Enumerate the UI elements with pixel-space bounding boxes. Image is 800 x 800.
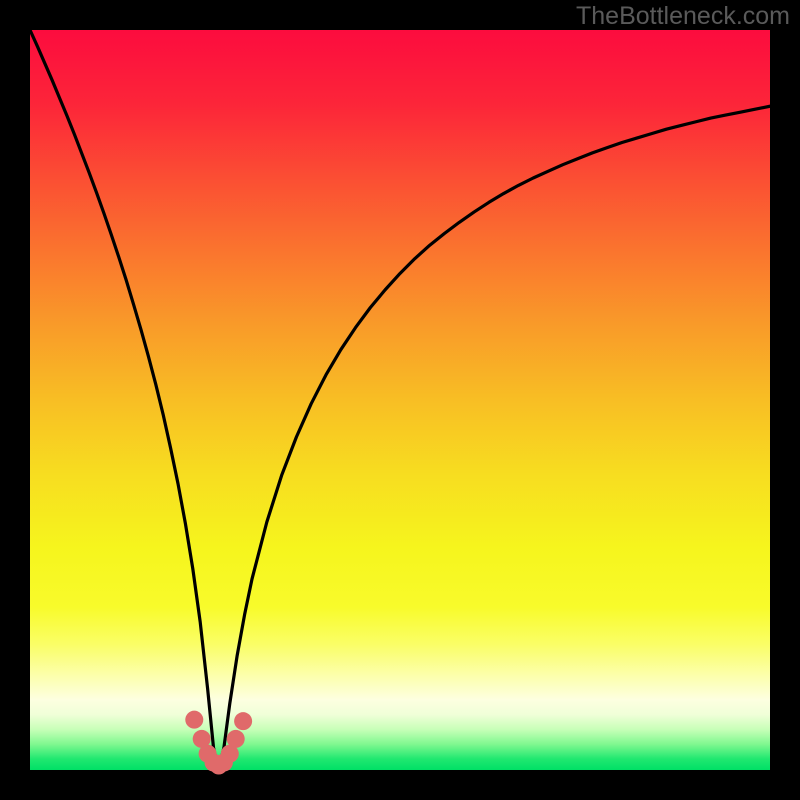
gradient-background bbox=[30, 30, 770, 770]
watermark-text: TheBottleneck.com bbox=[576, 2, 790, 31]
bottleneck-chart bbox=[0, 0, 800, 800]
